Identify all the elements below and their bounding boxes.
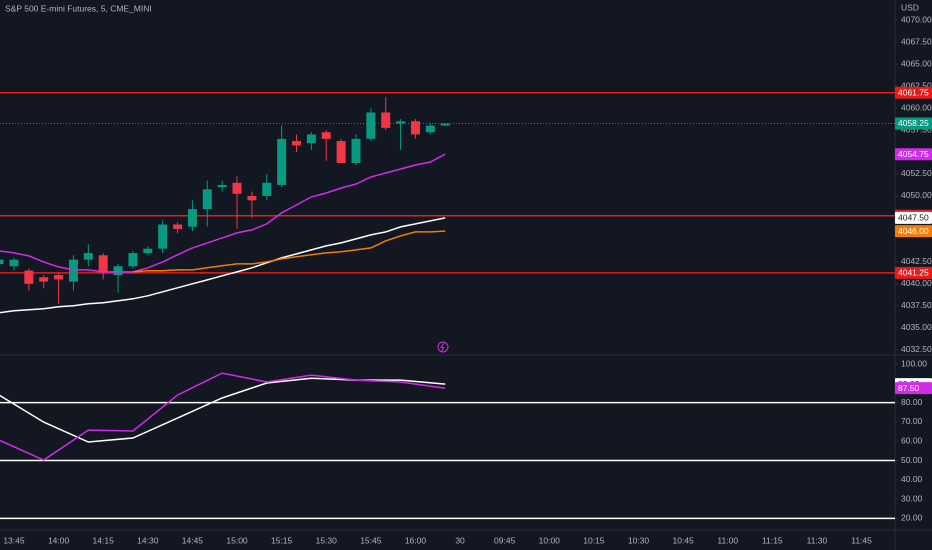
candle-body [9,259,19,267]
x-tick-label: 14:00 [48,535,70,545]
series-badge [895,382,932,395]
candle-body [217,184,227,188]
candle-body [247,195,257,201]
y-tick-label: 4035.00 [901,322,932,332]
candle-body [277,138,287,185]
candle-body [440,123,450,126]
x-tick-label: 14:30 [137,535,159,545]
x-tick-label: 14:15 [93,535,115,545]
x-tick-label: 15:45 [360,535,382,545]
y-tick-label: 30.00 [901,493,923,503]
candle-body [366,112,376,139]
candle-body [187,209,197,227]
y-tick-label: 4060.00 [901,102,932,112]
candle-body [173,224,183,229]
candle-body [232,182,242,194]
y-tick-label: 80.00 [901,397,923,407]
candle-body [425,125,435,133]
indicator-line [0,217,446,314]
y-tick-label: 4052.50 [901,168,932,178]
series-badge-text: 87.50 [898,383,920,393]
x-tick-label: 15:00 [226,535,248,545]
y-tick-label: 100.00 [901,358,927,368]
candle-body [113,266,123,276]
x-tick-label: 30 [455,535,465,545]
last-price-badge-text: 4058.25 [898,118,929,128]
y-tick-label: 50.00 [901,455,923,465]
candle-body [83,253,93,260]
candle-body [396,121,406,124]
candle-body [351,138,361,164]
y-tick-label: 4040.00 [901,278,932,288]
alert-icon[interactable] [437,341,449,353]
x-tick-label: 10:15 [583,535,605,545]
y-tick-label: 40.00 [901,474,923,484]
candle-body [128,253,138,267]
level-badge [895,86,932,99]
x-tick-label: 11:30 [807,535,828,545]
candle-body [336,141,346,164]
candle-body [262,182,272,196]
y-tick-label: 4032.50 [901,344,932,354]
alert-circle [437,341,449,353]
series-badge-text: 4047.50 [898,213,929,223]
x-tick-label: 09:45 [494,535,516,545]
series-badge-text: 4046.00 [898,226,929,236]
y-tick-label: 4062.50 [901,80,932,90]
x-tick-label: 10:30 [628,535,650,545]
candle-body [292,141,301,146]
candle-body [321,132,331,139]
x-tick-label: 11:45 [851,535,872,545]
candle-body [54,275,64,280]
candle-body [143,248,153,254]
candle-body [410,121,420,135]
candle-body [158,224,168,249]
x-tick-label: 11:15 [762,535,783,545]
candle-body [306,134,316,144]
level-badge-text: 4041.25 [898,268,929,278]
series-badge [895,148,932,161]
candle-body [24,270,34,284]
last-price-badge [895,117,932,130]
series-badge [895,225,932,238]
candle-body [381,112,391,128]
candle-body [0,259,4,265]
y-tick-label: 4042.50 [901,256,932,266]
level-badge [895,266,932,279]
x-tick-label: 14:45 [182,535,204,545]
indicator-line [0,153,446,273]
level-badge-text: 4061.75 [898,87,929,97]
x-tick-label: 15:15 [271,535,293,545]
y-tick-label: 4067.50 [901,36,932,46]
y-tick-label: 60.00 [901,435,923,445]
candle-body [39,277,49,282]
y-tick-label: 4037.50 [901,300,932,310]
chart-title: S&P 500 E-mini Futures, 5, CME_MINI [5,3,152,13]
x-tick-label: 10:00 [539,535,561,545]
currency-label: USD [901,2,919,12]
candle-body [98,255,108,273]
alert-bolt [440,342,445,352]
series-badge [895,211,932,224]
x-tick-label: 10:45 [672,535,694,545]
series-badge-text: 4054.75 [898,149,929,159]
x-tick-label: 13:45 [3,535,25,545]
y-tick-label: 20.00 [901,513,923,523]
y-tick-label: 4050.00 [901,190,932,200]
indicator-line [0,372,446,461]
x-tick-label: 15:30 [316,535,338,545]
x-tick-label: 11:00 [717,535,738,545]
x-tick-label: 16:00 [405,535,427,545]
y-tick-label: 4065.00 [901,58,932,68]
y-tick-label: 4070.00 [901,14,932,24]
indicator-line [132,230,446,273]
y-tick-label: 70.00 [901,416,923,426]
candle-body [202,189,212,210]
